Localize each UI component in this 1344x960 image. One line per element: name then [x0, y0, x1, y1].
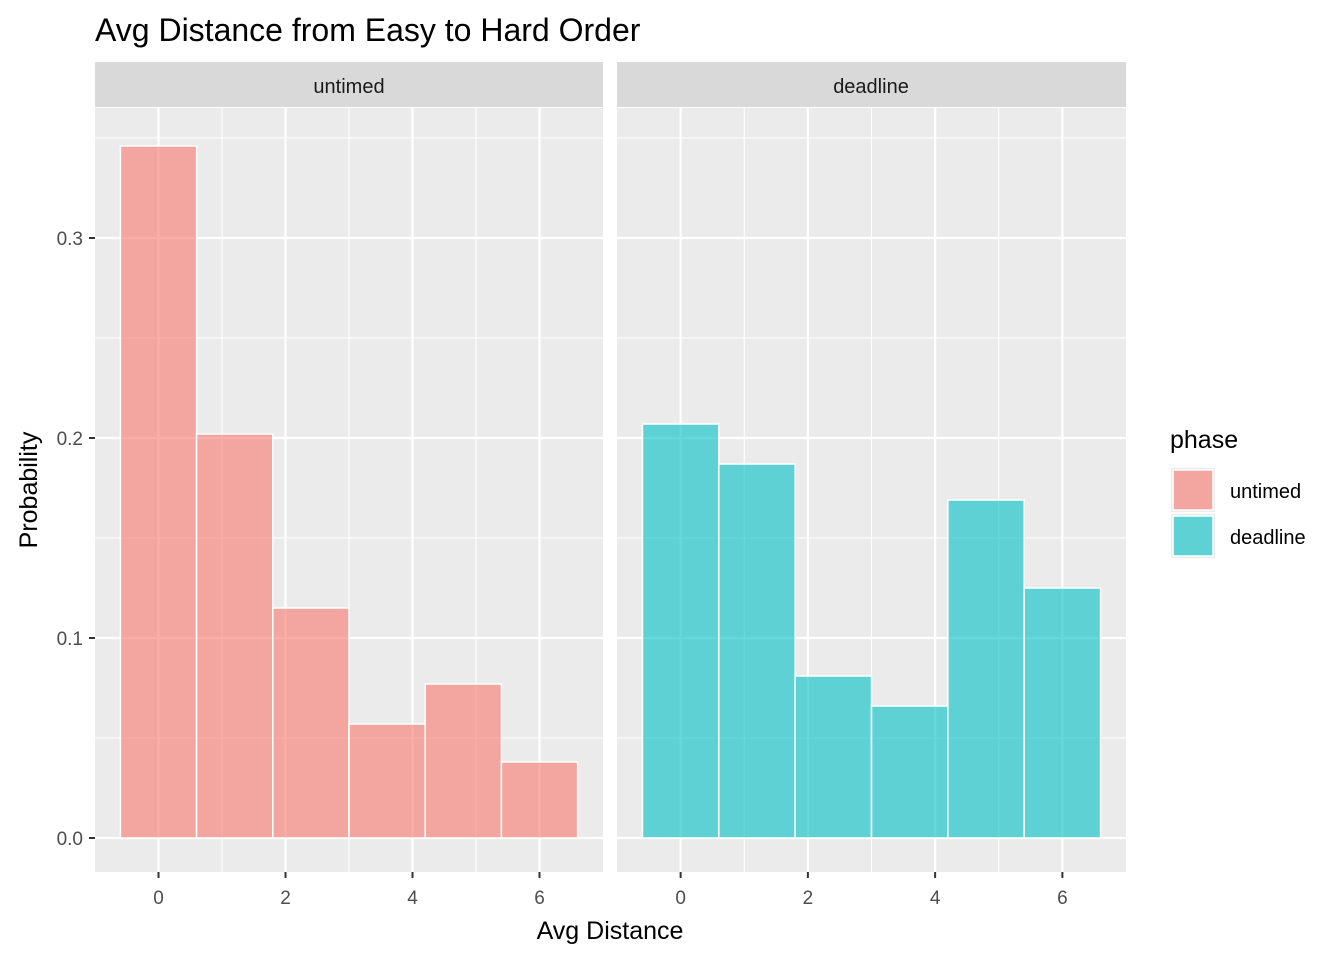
x-tick-label: 4	[407, 888, 418, 909]
legend-key-deadline	[1172, 515, 1214, 557]
y-axis: 0.0 0.1 0.2 0.3	[57, 229, 95, 850]
bars	[119, 145, 579, 839]
bar-untimed-5	[500, 761, 579, 839]
x-axis-title: Avg Distance	[537, 917, 684, 945]
y-tick-label: 0.0	[57, 829, 83, 850]
bar-deadline-4	[947, 499, 1025, 839]
bar-untimed-0	[119, 145, 198, 839]
strip-background	[617, 62, 1126, 107]
x-tick-label: 2	[280, 888, 291, 909]
bar-deadline-3	[870, 705, 949, 839]
x-tick-label: 0	[675, 888, 686, 909]
bar-deadline-0	[641, 423, 720, 839]
bar-untimed-1	[195, 433, 274, 839]
strip-label: deadline	[833, 76, 909, 98]
x-tick-label: 6	[1057, 888, 1068, 909]
y-tick-label: 0.1	[57, 629, 83, 650]
x-axis-deadline: 0 2 4 6	[675, 872, 1068, 909]
x-tick-label: 0	[153, 888, 164, 909]
legend-title: phase	[1170, 426, 1238, 454]
bar-deadline-2	[794, 675, 873, 839]
x-tick-label: 6	[534, 888, 545, 909]
y-tick-label: 0.3	[57, 229, 83, 250]
legend: phase untimed deadline	[1170, 426, 1306, 558]
x-axis-untimed: 0 2 4 6	[153, 872, 545, 909]
panel-untimed: untimed	[95, 62, 603, 872]
strip-background	[95, 62, 603, 107]
x-tick-label: 4	[930, 888, 941, 909]
x-tick-label: 2	[803, 888, 814, 909]
chart-title: Avg Distance from Easy to Hard Order	[95, 12, 641, 48]
legend-label-deadline: deadline	[1230, 527, 1306, 549]
bar-untimed-3	[348, 723, 426, 839]
bar-deadline-1	[718, 463, 796, 839]
bars	[641, 423, 1102, 839]
y-tick-label: 0.2	[57, 429, 83, 450]
bar-deadline-5	[1023, 587, 1102, 839]
bar-untimed-2	[272, 607, 350, 839]
bar-untimed-4	[424, 683, 503, 839]
legend-key-untimed	[1172, 469, 1214, 511]
y-axis-title: Probability	[15, 431, 43, 548]
strip-label: untimed	[313, 76, 384, 98]
panel-deadline: deadline	[617, 62, 1126, 872]
legend-label-untimed: untimed	[1230, 481, 1301, 503]
